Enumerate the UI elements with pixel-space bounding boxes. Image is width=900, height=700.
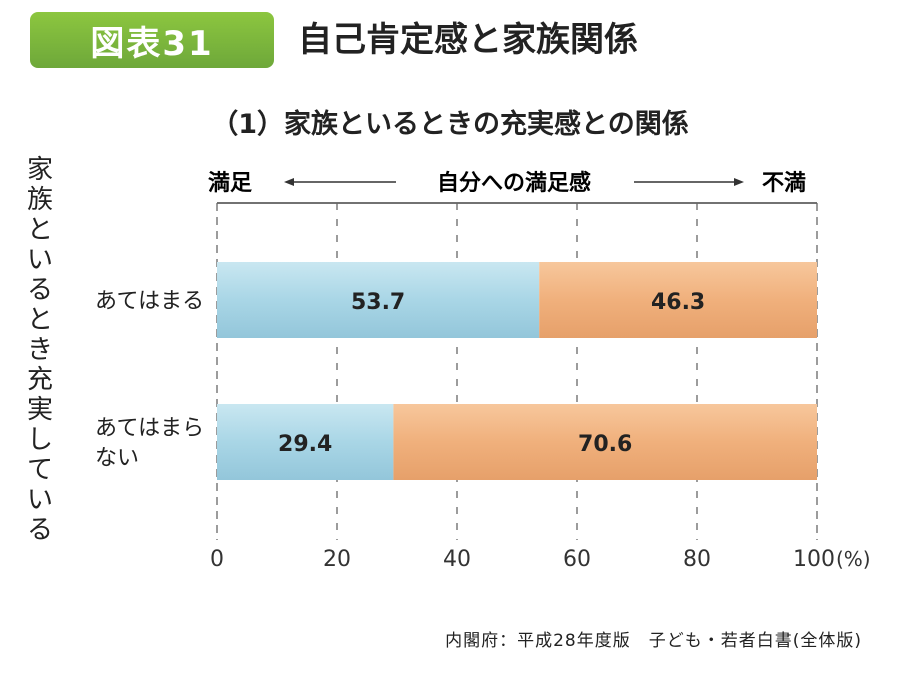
bar	[217, 262, 540, 338]
x-tick-label: 100	[793, 547, 835, 572]
x-tick-label: 0	[210, 547, 224, 572]
source-note: 内閣府：平成28年度版 子ども・若者白書(全体版)	[445, 631, 862, 651]
bar-value-label: 70.6	[578, 432, 632, 457]
x-unit-label: (%)	[836, 547, 871, 571]
scale-arrow-right-head	[734, 178, 744, 186]
y-axis-label-char: 実	[27, 395, 53, 425]
figure-number: 図表31	[90, 23, 214, 64]
y-axis-label-char: 充	[27, 365, 53, 395]
x-tick-label: 20	[323, 547, 351, 572]
y-axis-label-char: し	[27, 425, 53, 455]
scale-center-label: 自分への満足感	[437, 170, 591, 196]
category-label: あてはまら	[95, 416, 204, 441]
y-axis-label-char: い	[27, 485, 53, 515]
bar-value-label: 53.7	[351, 290, 405, 315]
figure-number-badge: 図表31	[30, 12, 274, 68]
page-title: 自己肯定感と家族関係	[298, 20, 638, 60]
y-axis-label-char: と	[27, 305, 53, 335]
bar	[217, 404, 394, 480]
y-axis-label-char: 族	[27, 185, 53, 215]
bars: 53.7 46.3 29.4 70.6	[217, 262, 817, 480]
y-axis-label-char: き	[27, 335, 53, 365]
y-axis-label-char: い	[27, 245, 53, 275]
y-axis-label-char: る	[27, 515, 53, 545]
bar-value-label: 29.4	[278, 432, 332, 457]
y-axis-label-char: と	[27, 215, 53, 245]
y-axis-label-char: る	[27, 275, 53, 305]
y-axis-label-char: 家	[27, 155, 53, 185]
y-axis-label-char: て	[27, 455, 53, 485]
scale-right-label: 不満	[762, 170, 806, 196]
chart-title: （1）家族といるときの充実感との関係	[211, 109, 689, 140]
x-tick-label: 40	[443, 547, 471, 572]
bar	[539, 262, 817, 338]
bar	[393, 404, 817, 480]
gridlines	[216, 203, 818, 540]
x-tick-labels: 0 20 40 60 80 100	[210, 547, 835, 572]
category-label: あてはまる	[95, 289, 204, 314]
scale-left-label: 満足	[208, 170, 252, 196]
scale-arrow-left-head	[284, 178, 294, 186]
category-label: ない	[95, 446, 139, 471]
x-tick-label: 80	[683, 547, 711, 572]
bar-value-label: 46.3	[651, 290, 705, 315]
x-tick-label: 60	[563, 547, 591, 572]
